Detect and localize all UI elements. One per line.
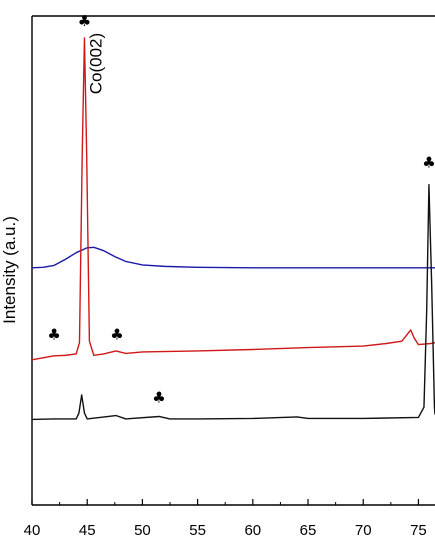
x-tick-label: 65	[300, 522, 317, 539]
peak-marker: ♣	[422, 154, 435, 172]
series-line-1	[31, 246, 435, 269]
series-line-2	[31, 37, 435, 361]
series-group	[31, 37, 435, 421]
annotations: ♣ Co(002) ♣ ♣ ♣ ♣	[47, 12, 435, 407]
x-tick-label: 40	[24, 522, 41, 539]
peak-label: Co(002)	[87, 33, 106, 94]
y-axis-label: Intensity (a.u.)	[0, 216, 19, 324]
axes: 40 45 50 55 60 65 70 75	[24, 15, 435, 539]
series-line-3	[31, 184, 435, 421]
x-tick-label: 60	[244, 522, 261, 539]
x-tick-label: 70	[355, 522, 372, 539]
x-tick-label: 75	[410, 522, 427, 539]
peak-marker: ♣	[110, 326, 123, 344]
x-tick-label: 55	[189, 522, 206, 539]
x-tick-label: 45	[79, 522, 96, 539]
peak-marker: ♣	[78, 12, 91, 30]
x-tick-label: 50	[134, 522, 151, 539]
peak-marker: ♣	[47, 326, 60, 344]
peak-marker: ♣	[152, 388, 165, 406]
